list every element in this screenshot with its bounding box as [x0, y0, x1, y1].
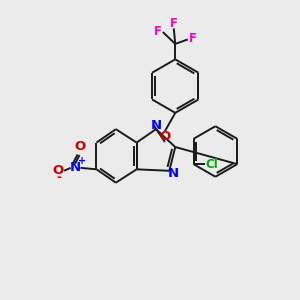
Text: F: F — [189, 32, 197, 45]
Text: Cl: Cl — [205, 158, 218, 171]
Text: F: F — [154, 25, 162, 38]
Text: N: N — [70, 161, 81, 174]
Text: O: O — [159, 130, 170, 142]
Text: O: O — [53, 164, 64, 177]
Text: +: + — [78, 156, 86, 166]
Text: O: O — [74, 140, 85, 153]
Text: -: - — [56, 171, 61, 184]
Text: N: N — [150, 119, 161, 132]
Text: N: N — [168, 167, 179, 180]
Text: F: F — [170, 17, 178, 30]
